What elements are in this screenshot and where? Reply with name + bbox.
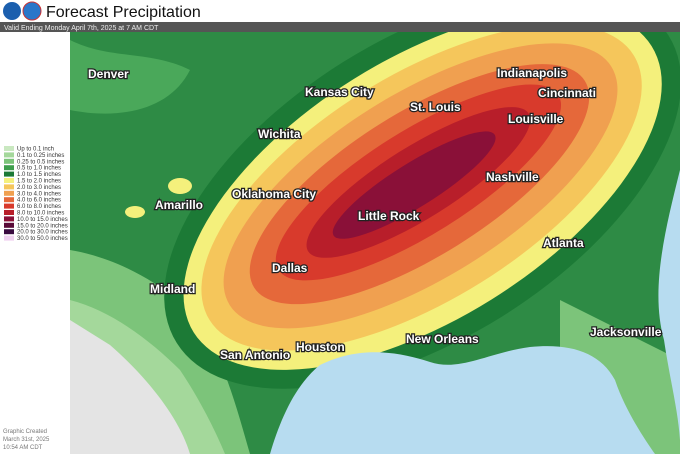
legend-swatch [4, 152, 14, 158]
legend-label: 0.1 to 0.25 inches [17, 153, 64, 159]
legend-swatch [4, 222, 14, 228]
legend-label: 1.0 to 1.5 inches [17, 172, 61, 178]
legend-swatch [4, 165, 14, 171]
zone [168, 178, 192, 194]
mexico [70, 320, 190, 454]
legend-label: 6.0 to 8.0 inches [17, 204, 61, 210]
city-label: Indianapolis [497, 66, 567, 80]
legend-swatch [4, 216, 14, 222]
footer-line: March 31st, 2025 [3, 437, 50, 443]
city-label: Midland [150, 282, 195, 296]
legend-swatch [4, 158, 14, 164]
city-label: Cincinnati [538, 86, 596, 100]
legend-swatch [4, 197, 14, 203]
legend-swatch [4, 229, 14, 235]
header [0, 0, 680, 22]
city-label: Denver [88, 67, 129, 81]
atlantic [658, 170, 680, 440]
subtitle: Valid Ending Monday April 7th, 2025 at 7… [4, 25, 159, 32]
city-label: Nashville [486, 170, 539, 184]
gulf [270, 346, 655, 454]
subtitle-bar [0, 22, 680, 32]
footer-line: 10:54 AM CDT [3, 445, 43, 451]
zone [70, 40, 190, 114]
footer-line: Graphic Created [3, 429, 47, 435]
legend-swatch [4, 146, 14, 151]
legend-label: 30.0 to 50.0 inches [17, 236, 68, 242]
city-label: Atlanta [543, 236, 584, 250]
legend-swatch [4, 190, 14, 196]
nws-logo [22, 1, 42, 21]
legend-label: 4.0 to 6.0 inches [17, 198, 61, 204]
footer: Graphic Created March 31st, 2025 10:54 AM … [3, 429, 50, 451]
legend-label: 0.25 to 0.5 inches [17, 159, 64, 165]
legend-label: 1.5 to 2.0 inches [17, 179, 61, 185]
city-label: Dallas [272, 261, 308, 275]
legend-label: 8.0 to 10.0 inches [17, 211, 64, 217]
legend-label: 3.0 to 4.0 inches [17, 191, 61, 197]
legend-label: 20.0 to 30.0 inches [17, 230, 68, 236]
noaa-logo [3, 2, 21, 20]
city-label: St. Louis [410, 100, 461, 114]
legend-label: 2.0 to 3.0 inches [17, 185, 61, 191]
city-label: Amarillo [155, 198, 203, 212]
zone [125, 206, 145, 218]
city-label: Louisville [508, 112, 564, 126]
legend-swatch [4, 210, 14, 215]
legend-label: 0.5 to 1.0 inches [17, 166, 61, 172]
city-label: Kansas City [305, 85, 374, 99]
city-label: San Antonio [220, 348, 290, 362]
city-label: New Orleans [406, 332, 479, 346]
legend-panel [0, 32, 70, 454]
legend-swatch [4, 184, 14, 190]
city-label: Houston [296, 340, 345, 354]
legend-label: 10.0 to 15.0 inches [17, 217, 68, 223]
city-labels: Denver Kansas City St. Louis Indianapolis Ci… [87, 65, 663, 364]
city-label: Oklahoma City [232, 187, 316, 201]
city-label: Jacksonville [590, 325, 662, 339]
legend-label: 15.0 to 20.0 inches [17, 223, 68, 229]
city-label: Little Rock [358, 209, 420, 223]
legend-swatch [4, 178, 14, 183]
legend-swatch [4, 203, 14, 209]
title: Forecast Precipitation [46, 4, 201, 21]
legend-label: Up to 0.1 inch [17, 147, 54, 153]
rain-bands [164, 0, 680, 389]
legend-swatch [4, 171, 14, 177]
legend-swatch [4, 235, 14, 241]
map: Denver Kansas City St. Louis Indianapolis Ci… [70, 0, 680, 454]
city-label: Wichita [258, 127, 301, 141]
